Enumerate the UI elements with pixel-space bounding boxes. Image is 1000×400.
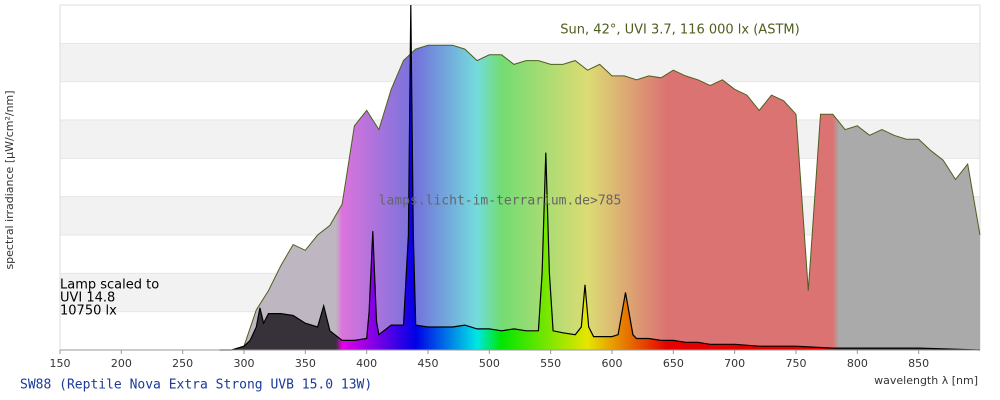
series-line — [219, 4, 981, 351]
x-tick-label: 650 — [663, 357, 684, 370]
x-tick-label: 600 — [602, 357, 623, 370]
x-tick-label: 500 — [479, 357, 500, 370]
x-tick-label: 350 — [295, 357, 316, 370]
annotation: Lamp scaled to — [60, 278, 159, 293]
series-line — [231, 44, 981, 351]
x-tick-label: 850 — [908, 357, 929, 370]
x-tick-label: 200 — [111, 357, 132, 370]
watermark: lamps.licht-im-terrarium.de>785 — [379, 194, 622, 209]
x-tick-label: 150 — [50, 357, 71, 370]
annotation: UVI 14.8 — [60, 291, 115, 306]
x-tick-label: 250 — [172, 357, 193, 370]
y-axis-label: spectral irradiance [µW/cm²/nm] — [3, 90, 16, 269]
annotation: 10750 lx — [60, 304, 117, 319]
x-axis-label: wavelength λ [nm] — [874, 374, 978, 387]
x-tick-label: 400 — [356, 357, 377, 370]
x-tick-label: 300 — [234, 357, 255, 370]
sun-label: Sun, 42°, UVI 3.7, 116 000 lx (ASTM) — [560, 23, 799, 38]
x-tick-label: 450 — [418, 357, 439, 370]
x-tick-label: 700 — [724, 357, 745, 370]
x-tick-label: 800 — [847, 357, 868, 370]
x-tick-label: 750 — [786, 357, 807, 370]
x-tick-label: 550 — [540, 357, 561, 370]
footer: SW88 (Reptile Nova Extra Strong UVB 15.0… — [20, 378, 372, 393]
